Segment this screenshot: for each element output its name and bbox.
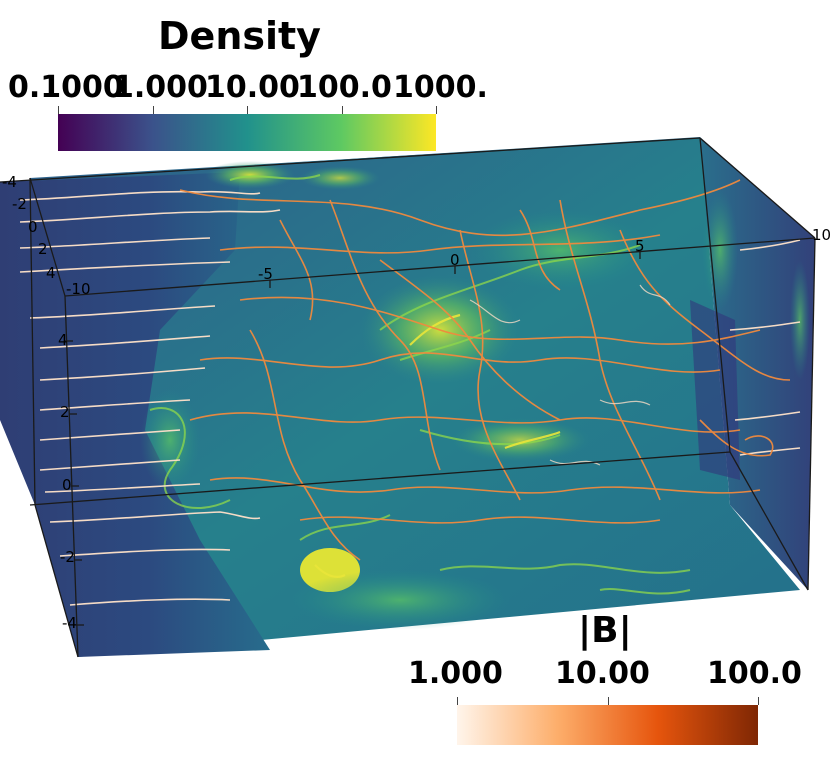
density-tick-label: 1000. [393,70,488,105]
density-tick-label: 10.00 [205,70,300,105]
light-streamlines [19,190,801,606]
z-axis-tick-label: -4 [2,173,17,191]
orange-streamlines [179,179,791,561]
colorbar-tick-mark [247,106,248,114]
y-axis-tick-label: -2 [60,548,75,566]
x-axis-tick-label: 0 [450,251,460,269]
box-edges [0,137,816,658]
colorbar-tick-mark [341,106,343,114]
y-axis-tick-label: 0 [62,476,72,494]
colorbar-tick-mark [457,697,458,705]
bfield-tick-label: 10.00 [555,656,650,691]
colorbar-tick-mark [607,697,609,705]
x-axis-tick-label: 10 [812,226,830,244]
z-axis-tick-label: 4 [46,264,56,282]
right-dark-region [690,300,740,480]
z-axis-tick-label: 2 [38,240,48,258]
colorbar-tick-mark [58,106,59,114]
density-colorbar [58,106,437,151]
colorbar-tick-mark [758,697,759,705]
density-colorbar-title: Density [158,14,321,58]
z-axis-tick-label: -2 [12,195,27,213]
colorbar-tick-mark [152,106,154,114]
x-axis-tick-label: -10 [66,280,91,298]
bfield-colorbar-title: |B| [578,610,632,651]
x-axis-tick-label: -5 [258,265,273,283]
bfield-tick-label: 1.000 [408,656,503,691]
y-axis-tick-label: 2 [60,403,70,421]
colorbar-tick-mark [436,106,437,114]
z-axis-tick-label: 0 [28,218,38,236]
density-tick-label: 1.000 [113,70,208,105]
y-axis-tick-label: 4 [58,331,68,349]
bfield-tick-label: 100.0 [707,656,802,691]
box-left-wall [0,172,270,657]
density-tick-label: 0.1000 [8,70,124,105]
y-axis-tick-label: -4 [62,614,77,632]
bfield-colorbar [457,697,759,745]
density-tick-label: 100.0 [297,70,392,105]
x-axis-tick-label: 5 [635,237,645,255]
